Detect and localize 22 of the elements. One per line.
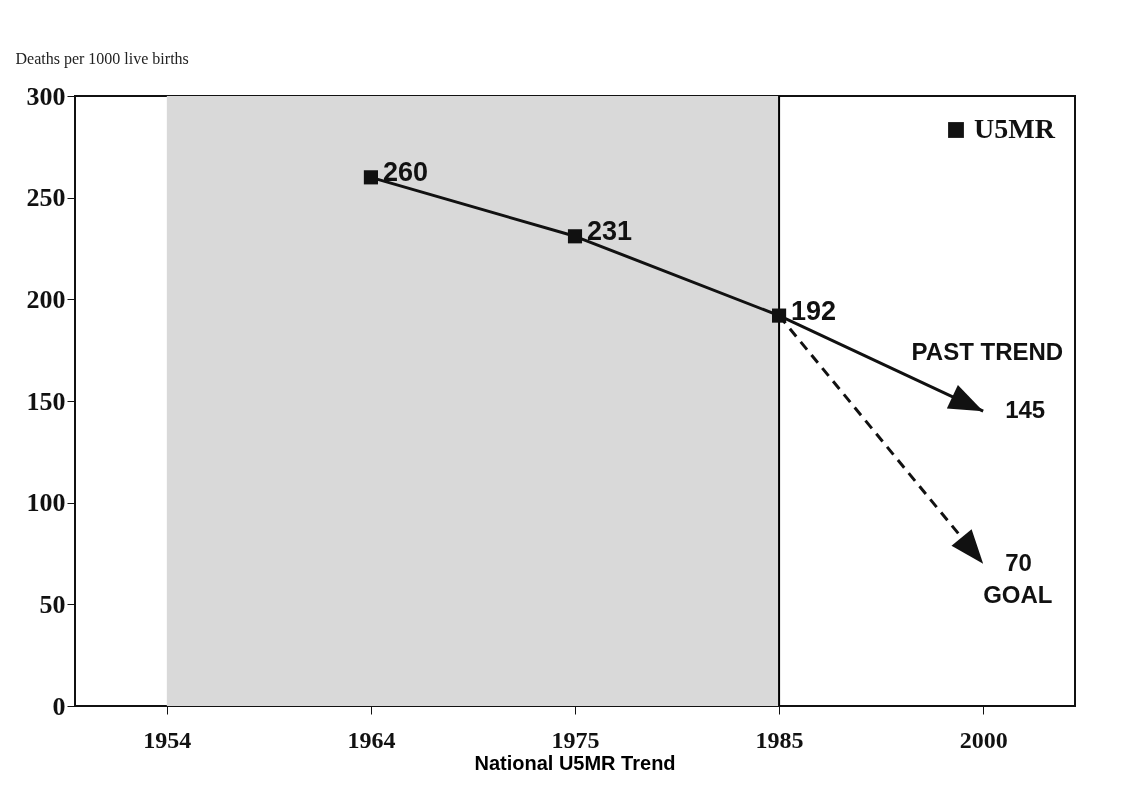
y-axis-title: Deaths per 1000 live births [15,49,189,68]
y-tick-label: 250 [26,183,66,213]
y-tick-label: 50 [39,589,66,619]
y-tick-label: 300 [26,81,66,111]
x-tick-label: 2000 [959,726,1008,753]
series-label: PAST TREND [911,338,1064,366]
x-tick-label: 1954 [143,726,192,753]
data-label: 231 [587,216,633,247]
x-tick-label: 1985 [755,726,804,753]
y-tick-label: 200 [26,284,66,314]
data-label: 260 [382,157,428,188]
y-tick-label: 0 [52,691,66,721]
data-label: 145 [1005,396,1046,424]
y-tick-label: 150 [26,386,66,416]
data-label: 70 [1005,548,1032,576]
legend-label: U5MR [974,113,1056,144]
y-tick-label: 100 [26,488,66,518]
x-tick-label: 1975 [551,726,600,753]
x-tick-label: 1964 [347,726,396,753]
text: National U5MR Trend [474,752,676,774]
series-label: GOAL [983,580,1053,608]
data-label: 192 [791,295,837,326]
